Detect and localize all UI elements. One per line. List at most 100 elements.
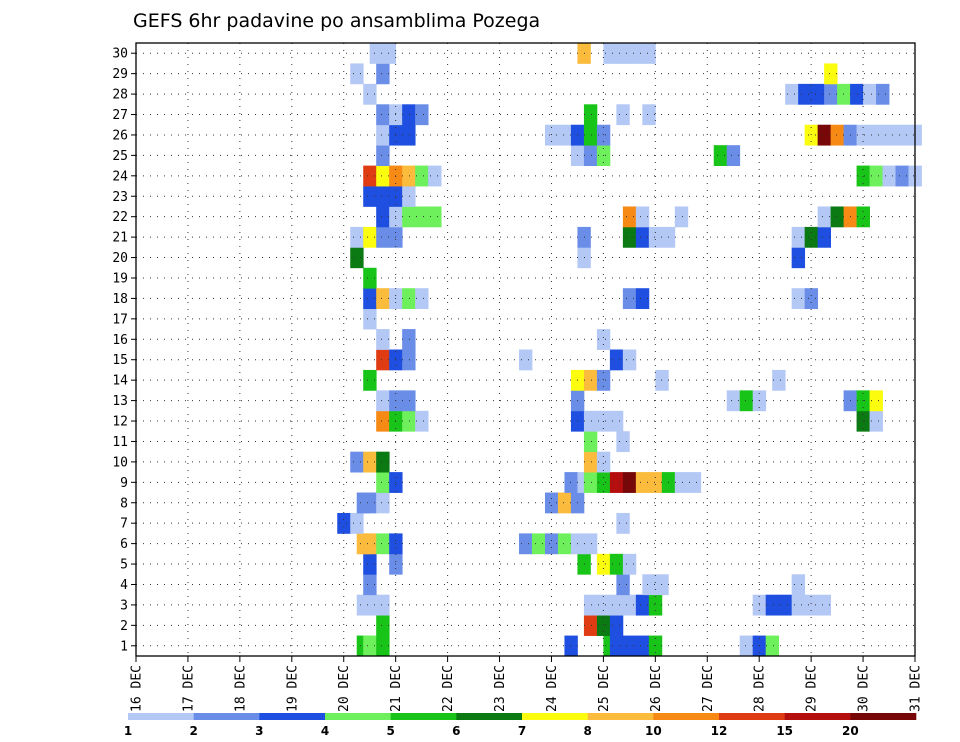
precip-cell [791, 574, 806, 596]
colorbar-label: 8 [583, 724, 591, 738]
precip-cell [376, 186, 390, 207]
precip-cell [869, 390, 883, 412]
precip-cell [856, 206, 870, 228]
x-tick-label: 31 DEC [909, 665, 924, 712]
precip-cell [415, 410, 429, 432]
precip-cell [376, 472, 390, 493]
precip-cell [642, 574, 656, 596]
precip-cell [609, 615, 624, 636]
y-tick-label: 5 [120, 558, 128, 573]
y-tick-label: 23 [112, 190, 128, 205]
precip-cell [363, 553, 377, 575]
y-tick-label: 7 [120, 517, 128, 532]
precip-cell [376, 410, 390, 432]
precip-cell [791, 226, 806, 248]
precip-cell [804, 124, 819, 146]
chart-title: GEFS 6hr padavine po ansamblima Pozega [133, 10, 540, 32]
x-tick-label: 26 DEC [649, 665, 664, 712]
precip-cell [402, 410, 416, 432]
x-tick-label: 18 DEC [233, 665, 248, 712]
precip-cell [583, 369, 598, 391]
precip-cell [596, 615, 611, 636]
precip-cell [791, 288, 806, 310]
precip-cell [376, 165, 390, 187]
y-tick-label: 15 [112, 353, 128, 368]
precip-cell [869, 165, 883, 187]
colorbar-label: 4 [321, 724, 329, 738]
precip-cell [376, 124, 390, 146]
precip-cell [609, 553, 624, 575]
precip-cell [363, 186, 377, 207]
precip-cell [856, 124, 870, 146]
x-tick-label: 30 DEC [857, 665, 872, 712]
precip-cell [544, 533, 559, 555]
colorbar-label: 1 [124, 724, 132, 738]
colorbar-swatch [522, 713, 588, 720]
precip-cell [765, 594, 780, 616]
precip-cell [363, 288, 377, 310]
precip-cell [382, 43, 397, 64]
precip-cell [376, 594, 390, 616]
precip-cell [642, 104, 656, 126]
precip-cell [363, 451, 377, 473]
precip-cell [376, 615, 390, 636]
y-tick-label: 9 [120, 476, 128, 491]
precip-cell [402, 186, 416, 207]
colorbar-swatch [456, 713, 523, 720]
precip-cell [583, 410, 598, 432]
y-tick-label: 22 [112, 210, 128, 225]
precip-cell [376, 104, 390, 126]
precip-cell [428, 206, 442, 228]
precip-cell [817, 226, 832, 248]
plot-frame [135, 42, 916, 657]
precip-cell [616, 512, 630, 534]
precip-cell [765, 635, 780, 657]
precip-cell [882, 124, 896, 146]
precip-cell [811, 83, 825, 105]
precip-cell [415, 165, 429, 187]
y-tick-label: 21 [112, 231, 128, 246]
precip-cell [519, 533, 533, 555]
precip-cell [376, 145, 390, 166]
precip-cell [804, 594, 819, 616]
colorbar-label: 12 [711, 724, 728, 738]
colorbar-label: 10 [645, 724, 662, 738]
colorbar-label: 2 [189, 724, 197, 738]
precip-cell [609, 410, 624, 432]
y-tick-label: 27 [112, 108, 128, 123]
precip-cell [596, 472, 611, 493]
precip-cell [817, 124, 832, 146]
precip-cell [544, 492, 559, 514]
precip-cell [402, 390, 416, 412]
colorbar-label: 6 [452, 724, 460, 738]
precip-cell [824, 63, 838, 85]
precip-cell [622, 472, 637, 493]
precip-cell [369, 43, 384, 64]
colorbar-label: 5 [386, 724, 394, 738]
precip-cell [350, 247, 364, 269]
precip-cell [350, 512, 364, 534]
y-tick-label: 18 [112, 292, 128, 307]
y-tick-label: 24 [112, 169, 128, 184]
precip-cell [596, 124, 611, 146]
y-tick-label: 16 [112, 333, 128, 348]
precip-cell [622, 553, 637, 575]
precip-cell [869, 410, 883, 432]
colorbar-label: 15 [776, 724, 793, 738]
precip-cell [648, 594, 663, 616]
y-tick-label: 11 [112, 435, 128, 450]
precip-cell [363, 226, 377, 248]
precip-cell [804, 288, 819, 310]
x-tick-label: 28 DEC [753, 665, 768, 712]
precip-cell [674, 206, 689, 228]
precip-cell [402, 124, 416, 146]
y-tick-label: 12 [112, 415, 128, 430]
precip-cell [564, 472, 578, 493]
y-tick-label: 25 [112, 149, 128, 164]
precip-cell [415, 104, 429, 126]
x-tick-label: 25 DEC [597, 665, 612, 712]
precip-cell [363, 533, 377, 555]
precip-cell [863, 83, 877, 105]
precip-cell [415, 206, 429, 228]
